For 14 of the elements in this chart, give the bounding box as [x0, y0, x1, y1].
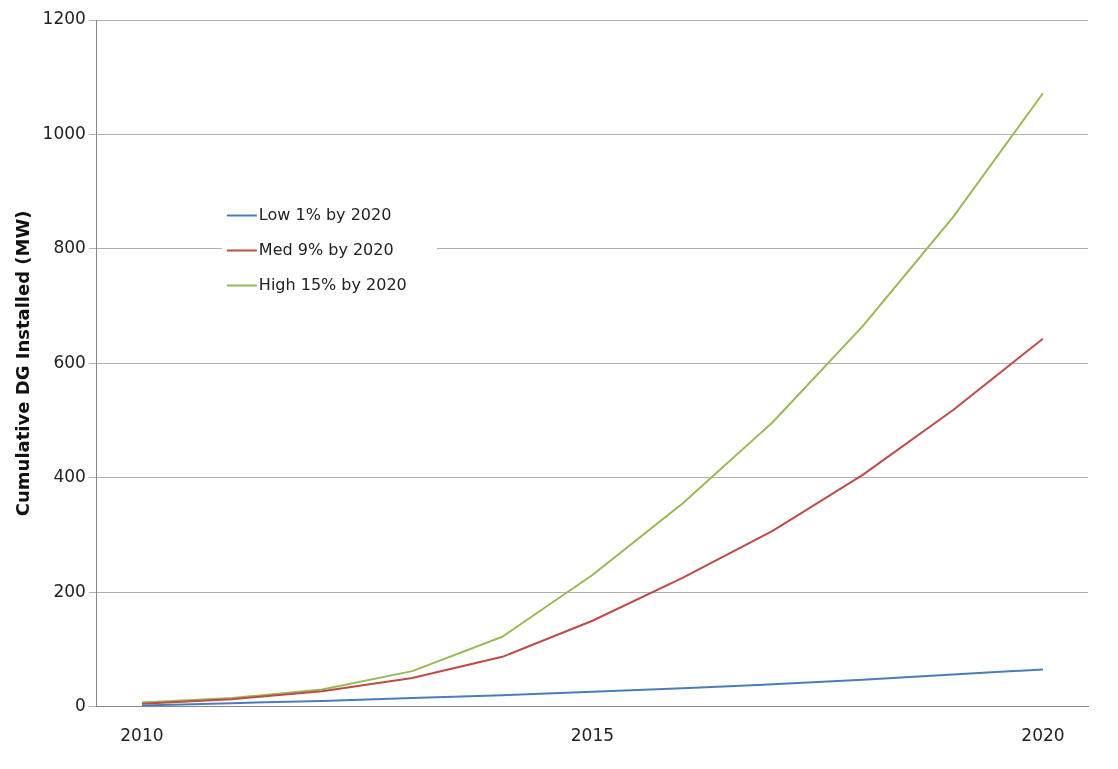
y-tick-label: 600: [53, 351, 86, 372]
x-tick-label: 2020: [1021, 725, 1065, 746]
y-tick-label: 200: [53, 580, 86, 601]
y-tick-label: 1000: [42, 122, 86, 143]
x-tick-label: 2010: [120, 725, 164, 746]
legend-label: High 15% by 2020: [258, 274, 407, 294]
x-tick-label: 2015: [570, 725, 615, 746]
y-tick-label: 1200: [42, 8, 86, 29]
legend-label: Low 1% by 2020: [258, 204, 392, 224]
y-axis-title: Cumulative DG Installed (MW): [12, 210, 34, 517]
y-tick-label: 800: [53, 237, 86, 258]
y-tick-label: 0: [75, 695, 86, 716]
y-tick-label: 400: [53, 466, 86, 487]
legend-label: Med 9% by 2020: [258, 239, 394, 259]
